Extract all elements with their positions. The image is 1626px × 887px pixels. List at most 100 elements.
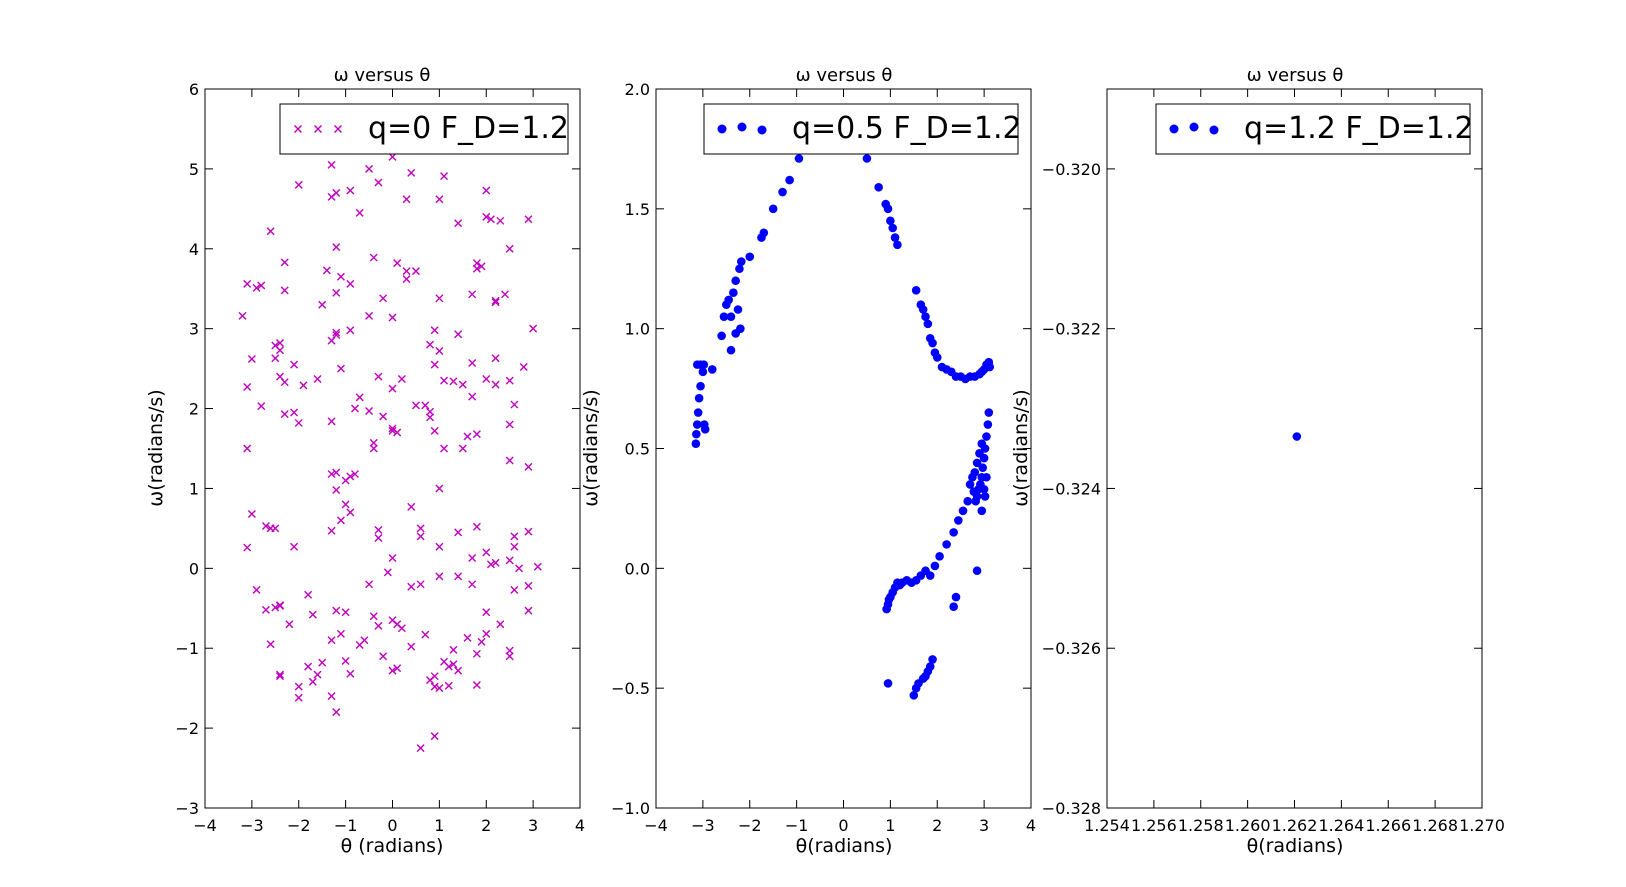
data-point [290, 408, 299, 417]
data-point [421, 630, 430, 639]
data-point [393, 664, 402, 673]
chart-title: ω versus θ [796, 65, 893, 86]
data-point [982, 472, 991, 482]
data-point [290, 542, 299, 551]
data-point [698, 367, 708, 377]
data-point [318, 658, 327, 667]
data-point [524, 527, 533, 536]
data-point [935, 552, 944, 561]
data-point [977, 439, 987, 449]
data-point [388, 384, 397, 393]
data-point [355, 393, 364, 402]
data-point [477, 637, 486, 646]
y-tick-label: 4 [189, 240, 199, 259]
data-point [247, 510, 256, 519]
data-point [430, 360, 439, 369]
legend-label: q=1.2 F_D=1.2 [1244, 111, 1474, 146]
data-point [332, 708, 341, 717]
data-point [290, 360, 299, 369]
data-point [691, 439, 701, 449]
data-point [505, 652, 514, 661]
y-tick-label: 2 [189, 400, 199, 419]
data-point [341, 657, 350, 665]
axis-ticks: 1.254 1.256 1.258 1.260 1.262 1.264 1.266 1.268… [1042, 89, 1505, 835]
data-point [252, 585, 261, 594]
data-point [327, 160, 336, 169]
data-point [351, 404, 359, 413]
x-axis-label: θ (radians) [341, 835, 444, 857]
data-point [327, 636, 336, 645]
data-point [388, 553, 397, 562]
x-axis-label: θ(radians) [796, 835, 893, 857]
data-point [524, 581, 533, 590]
data-point [969, 487, 979, 496]
y-tick-label: −1.0 [611, 799, 650, 818]
x-tick-label: −3 [691, 816, 715, 835]
legend: q=1.2 F_D=1.2 [1155, 103, 1474, 155]
data-point [299, 381, 308, 390]
legend-label: q=0 F_D=1.2 [368, 111, 569, 146]
data-point [886, 216, 895, 226]
data-point [449, 645, 458, 654]
y-tick-label: 2.0 [625, 80, 650, 99]
data-point [271, 354, 280, 363]
data-point [949, 602, 958, 611]
panel-q05: ω versus θ −4 −3 −2 −1 0 1 2 3 4 −1.0 −0.5 0.0 0.5 1.… [580, 65, 1036, 857]
axes-frame [1106, 88, 1483, 809]
data-point [510, 542, 519, 551]
data-point [726, 312, 736, 321]
data-point [336, 516, 345, 525]
y-tick-label: −0.328 [1042, 799, 1101, 818]
data-point [365, 164, 374, 173]
data-point [501, 290, 509, 299]
data-point [407, 168, 416, 177]
data-point [694, 393, 704, 403]
data-point [733, 305, 743, 314]
data-point [482, 548, 491, 557]
data-point [491, 298, 500, 307]
data-point [505, 244, 514, 253]
data-point [430, 732, 439, 741]
data-point [482, 186, 491, 195]
data-point [970, 468, 980, 477]
data-point [257, 402, 266, 411]
data-point [271, 524, 280, 533]
data-point [759, 228, 769, 238]
data-point [468, 553, 477, 562]
data-point [486, 215, 495, 224]
data-point [416, 524, 425, 533]
x-tick-label: 0 [387, 816, 397, 835]
data-point [435, 347, 444, 356]
data-point [327, 526, 336, 535]
data-point [717, 331, 726, 341]
x-axis-label: θ(radians) [1247, 835, 1344, 857]
data-point [332, 468, 341, 477]
data-point [336, 629, 345, 638]
data-point [369, 253, 378, 262]
data-point [421, 401, 430, 410]
data-point [918, 305, 928, 314]
data-point [304, 590, 313, 599]
data-point [243, 382, 252, 391]
data-point [454, 330, 463, 339]
data-point [524, 462, 533, 471]
data-point [365, 406, 374, 415]
data-point [699, 360, 709, 369]
data-point [266, 640, 275, 649]
data-point [285, 620, 294, 629]
data-point [975, 448, 984, 458]
data-point [942, 540, 951, 549]
data-point [341, 608, 350, 617]
data-point [444, 662, 453, 671]
data-point [397, 624, 406, 633]
data-point [435, 195, 444, 204]
data-point [515, 564, 524, 573]
axes-frame [204, 88, 581, 809]
data-point [430, 426, 439, 435]
data-point [510, 585, 519, 594]
data-point [985, 362, 995, 372]
y-tick-label: −3 [175, 799, 199, 818]
data-point [402, 195, 411, 204]
data-point [692, 429, 701, 439]
